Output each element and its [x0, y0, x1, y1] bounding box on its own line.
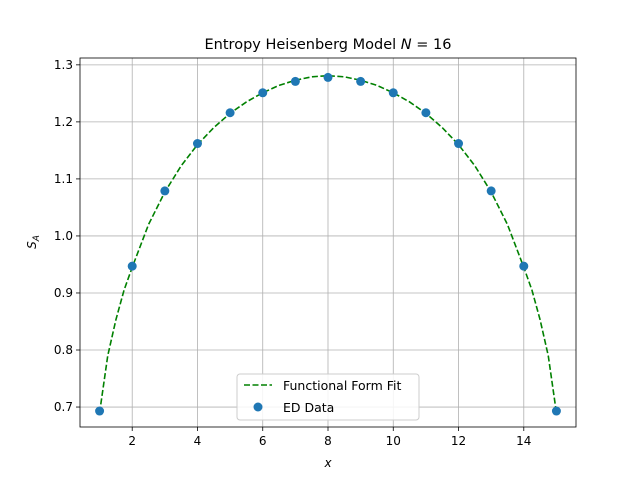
data-point — [95, 406, 105, 416]
legend-data-label: ED Data — [283, 400, 334, 415]
data-point — [127, 261, 137, 271]
x-axis-label: x — [323, 456, 332, 470]
legend-box — [236, 373, 420, 421]
data-point — [356, 76, 366, 86]
legend: Functional Form Fit ED Data — [236, 373, 420, 421]
data-point — [551, 406, 561, 416]
fit-line — [98, 74, 558, 413]
y-tick-label: 0.8 — [54, 343, 73, 357]
legend-fit-label: Functional Form Fit — [283, 378, 401, 393]
data-point — [225, 108, 235, 118]
chart-title: Entropy Heisenberg Model N = 16 — [205, 37, 452, 53]
y-tick-label: 0.9 — [54, 286, 73, 300]
y-tick-label: 1.1 — [54, 172, 73, 186]
legend-data-swatch — [253, 402, 263, 412]
y-tick-label: 1.0 — [54, 229, 73, 243]
x-tick-label: 6 — [259, 434, 267, 448]
data-point — [519, 261, 529, 271]
y-tick-label: 0.7 — [54, 400, 73, 414]
data-point — [323, 72, 333, 82]
title-text: Entropy Heisenberg Model — [205, 37, 401, 53]
x-tick-label: 4 — [194, 434, 202, 448]
y-label-subscript: A — [32, 235, 42, 242]
grid — [80, 58, 576, 427]
x-tick-label: 10 — [386, 434, 401, 448]
data-point — [486, 186, 496, 196]
x-tick-label: 2 — [128, 434, 136, 448]
title-variable: N — [401, 37, 412, 53]
y-tick-label: 1.2 — [54, 115, 73, 129]
data-point — [192, 139, 202, 149]
title-value: = 16 — [412, 37, 452, 53]
y-axis-label: SA — [25, 235, 42, 249]
x-tick-label: 12 — [451, 434, 466, 448]
x-tick-label: 14 — [516, 434, 531, 448]
y-tick-label: 1.3 — [54, 58, 73, 72]
data-point — [160, 186, 170, 196]
series-layer — [95, 72, 561, 416]
x-tick-label: 8 — [324, 434, 332, 448]
data-point — [454, 139, 464, 149]
data-point — [421, 108, 431, 118]
data-point — [388, 88, 398, 98]
data-point — [258, 88, 268, 98]
y-label-base: S — [25, 241, 39, 249]
data-point — [290, 76, 300, 86]
axis-ticks: 2 4 6 8 10 12 14 0.7 0.8 0.9 1.0 1.1 1.2 1.3 — [54, 58, 532, 448]
